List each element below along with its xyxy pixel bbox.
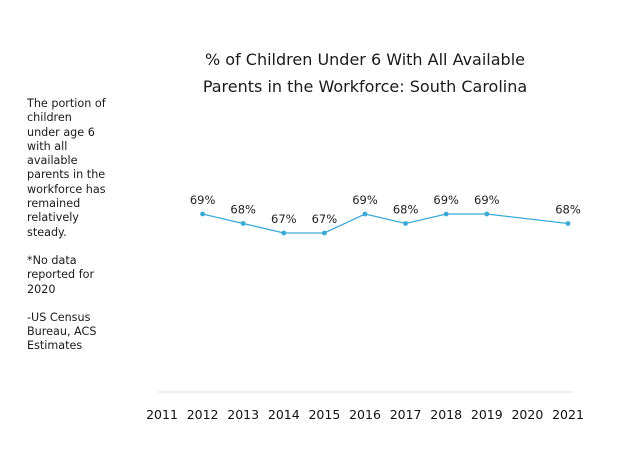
- chart-title-line-2: Parents in the Workforce: South Carolina: [202, 77, 528, 96]
- data-label-2014: 67%: [271, 212, 297, 226]
- note-missing-data: *No data reported for 2020: [27, 253, 95, 296]
- data-point-2019: [484, 211, 490, 217]
- x-tick-label-2021: 2021: [552, 407, 584, 422]
- data-label-2017: 68%: [393, 203, 419, 217]
- data-point-2012: [200, 211, 206, 217]
- x-tick-label-2013: 2013: [227, 407, 259, 422]
- data-label-2021: 68%: [555, 203, 581, 217]
- data-point-2021: [565, 221, 571, 226]
- data-point-2014: [281, 230, 287, 236]
- data-label-2016: 69%: [352, 193, 378, 207]
- x-tick-label-2015: 2015: [308, 407, 340, 422]
- x-tick-label-2018: 2018: [430, 407, 462, 422]
- data-point-2015: [322, 230, 327, 236]
- x-tick-label-2019: 2019: [471, 407, 503, 422]
- data-label-2015: 67%: [312, 212, 338, 226]
- data-label-2012: 69%: [190, 193, 216, 207]
- x-tick-label-2014: 2014: [268, 407, 300, 422]
- data-label-2013: 68%: [230, 203, 256, 217]
- data-point-2018: [443, 211, 449, 217]
- x-tick-label-2017: 2017: [390, 407, 422, 422]
- x-tick-label-2011: 2011: [146, 407, 178, 422]
- data-point-2013: [240, 221, 246, 226]
- data-label-2019: 69%: [474, 193, 500, 207]
- data-label-2018: 69%: [433, 193, 459, 207]
- chart-title-line-1: % of Children Under 6 With All Available: [205, 50, 525, 69]
- chart-title: % of Children Under 6 With All Available…: [150, 46, 580, 100]
- side-note: The portion of children under age 6 with…: [27, 97, 127, 368]
- x-tick-label-2020: 2020: [511, 407, 543, 422]
- x-tick-label-2016: 2016: [349, 407, 381, 422]
- note-summary: The portion of children under age 6 with…: [27, 97, 106, 239]
- data-point-2017: [403, 221, 408, 226]
- x-tick-label-2012: 2012: [187, 407, 219, 422]
- data-point-2016: [362, 211, 368, 217]
- series-line: [202, 213, 569, 234]
- note-source: -US Census Bureau, ACS Estimates: [27, 310, 97, 353]
